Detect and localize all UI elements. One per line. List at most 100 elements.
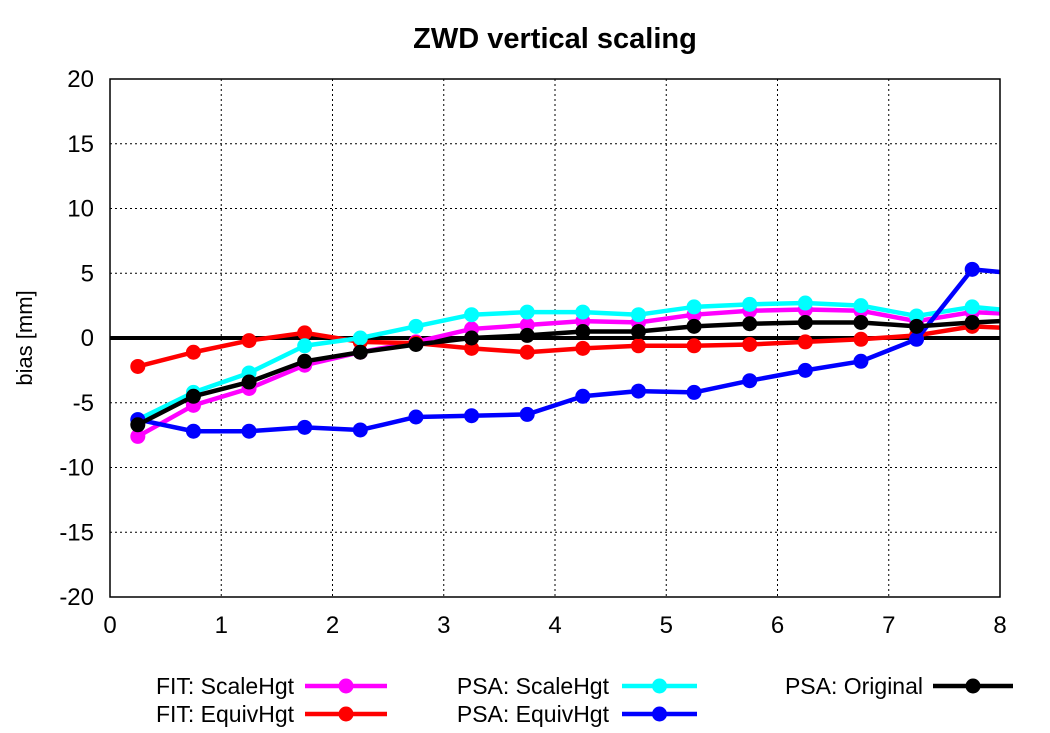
data-point — [575, 340, 591, 356]
data-point — [241, 423, 257, 439]
data-point — [630, 324, 646, 340]
data-point — [909, 331, 925, 347]
data-point — [352, 330, 368, 346]
y-tick-label: 0 — [81, 325, 94, 352]
plot-frame — [109, 78, 1001, 598]
data-point — [519, 327, 535, 343]
y-tick-label: 10 — [67, 196, 94, 223]
data-point — [519, 406, 535, 422]
legend-item-fit-equivhgt: FIT: EquivHgt — [156, 701, 387, 727]
data-point — [185, 344, 201, 360]
x-tick-label: 7 — [882, 612, 895, 639]
data-point — [686, 384, 702, 400]
x-tick-label: 1 — [215, 612, 228, 639]
data-point — [464, 408, 480, 424]
data-point — [853, 331, 869, 347]
data-point — [241, 333, 257, 349]
data-point — [575, 388, 591, 404]
data-point — [742, 336, 758, 352]
legend-swatch-marker — [652, 678, 667, 694]
data-point — [130, 358, 146, 374]
data-point — [297, 338, 313, 354]
data-point — [630, 307, 646, 323]
tick-labels: 0 1 2 3 4 5 6 7 8 -20 -15 -10 -5 0 5 10 15 20 — [59, 66, 1006, 639]
data-point — [909, 308, 925, 324]
data-point — [575, 304, 591, 320]
data-point — [241, 374, 257, 390]
data-point — [464, 330, 480, 346]
data-point — [297, 353, 313, 369]
data-point — [742, 373, 758, 389]
data-point — [742, 316, 758, 332]
data-point — [630, 338, 646, 354]
grid — [110, 79, 1000, 597]
legend-swatch-marker — [338, 678, 354, 694]
series-psa-scalehgt — [130, 295, 1001, 428]
legend-swatch-marker — [965, 678, 981, 694]
legend-label: PSA: EquivHgt — [457, 701, 610, 727]
data-point — [185, 388, 201, 404]
data-point — [519, 344, 535, 360]
data-point — [686, 338, 702, 354]
legend-item-fit-scalehgt: FIT: ScaleHgt — [156, 673, 387, 699]
data-point — [519, 317, 535, 333]
y-tick-label: 5 — [81, 260, 94, 287]
data-point — [853, 298, 869, 314]
data-point — [686, 318, 702, 334]
y-tick-label: -15 — [59, 519, 94, 546]
legend-swatch-marker — [652, 706, 667, 722]
data-point — [130, 417, 146, 433]
legend-label: FIT: EquivHgt — [156, 701, 295, 727]
chart-title: ZWD vertical scaling — [413, 23, 697, 55]
data-point — [797, 334, 813, 350]
legend-item-psa-original: PSA: Original — [785, 673, 1013, 699]
x-tick-label: 6 — [771, 612, 784, 639]
x-tick-label: 4 — [548, 612, 561, 639]
data-point — [464, 307, 480, 323]
data-point — [742, 296, 758, 312]
data-point — [630, 383, 646, 399]
data-point — [297, 419, 313, 435]
data-point — [853, 314, 869, 330]
y-axis-label: bias [mm] — [12, 290, 37, 385]
data-point — [797, 362, 813, 378]
data-point — [797, 314, 813, 330]
data-point — [964, 261, 980, 277]
y-tick-label: -5 — [73, 390, 94, 417]
data-point — [797, 295, 813, 311]
data-point — [853, 353, 869, 369]
series-fit-equivhgt — [130, 318, 1001, 374]
data-point — [964, 314, 980, 330]
data-point — [464, 340, 480, 356]
legend-label: FIT: ScaleHgt — [156, 673, 295, 699]
x-tick-label: 3 — [437, 612, 450, 639]
data-point — [909, 318, 925, 334]
data-point — [519, 304, 535, 320]
data-point — [408, 336, 424, 352]
x-tick-label: 2 — [326, 612, 339, 639]
legend-swatch-marker — [338, 706, 354, 722]
data-point — [686, 299, 702, 315]
data-point — [575, 324, 591, 340]
y-tick-label: -20 — [59, 584, 94, 611]
y-tick-label: 15 — [67, 131, 94, 158]
data-point — [964, 299, 980, 315]
x-tick-label: 8 — [993, 612, 1006, 639]
series-psa-original — [130, 314, 1001, 433]
legend-item-psa-equivhgt: PSA: EquivHgt — [457, 701, 697, 727]
y-tick-label: 20 — [67, 66, 94, 93]
legend-label: PSA: ScaleHgt — [457, 673, 610, 699]
data-point — [297, 325, 313, 341]
data-point — [185, 423, 201, 439]
legend-label: PSA: Original — [785, 673, 923, 699]
x-tick-label: 0 — [103, 612, 116, 639]
data-point — [408, 409, 424, 425]
y-tick-label: -10 — [59, 455, 94, 482]
data-point — [352, 344, 368, 360]
series-group — [130, 261, 1001, 444]
x-tick-label: 5 — [660, 612, 673, 639]
legend-item-psa-scalehgt: PSA: ScaleHgt — [457, 673, 697, 699]
data-point — [130, 428, 146, 444]
